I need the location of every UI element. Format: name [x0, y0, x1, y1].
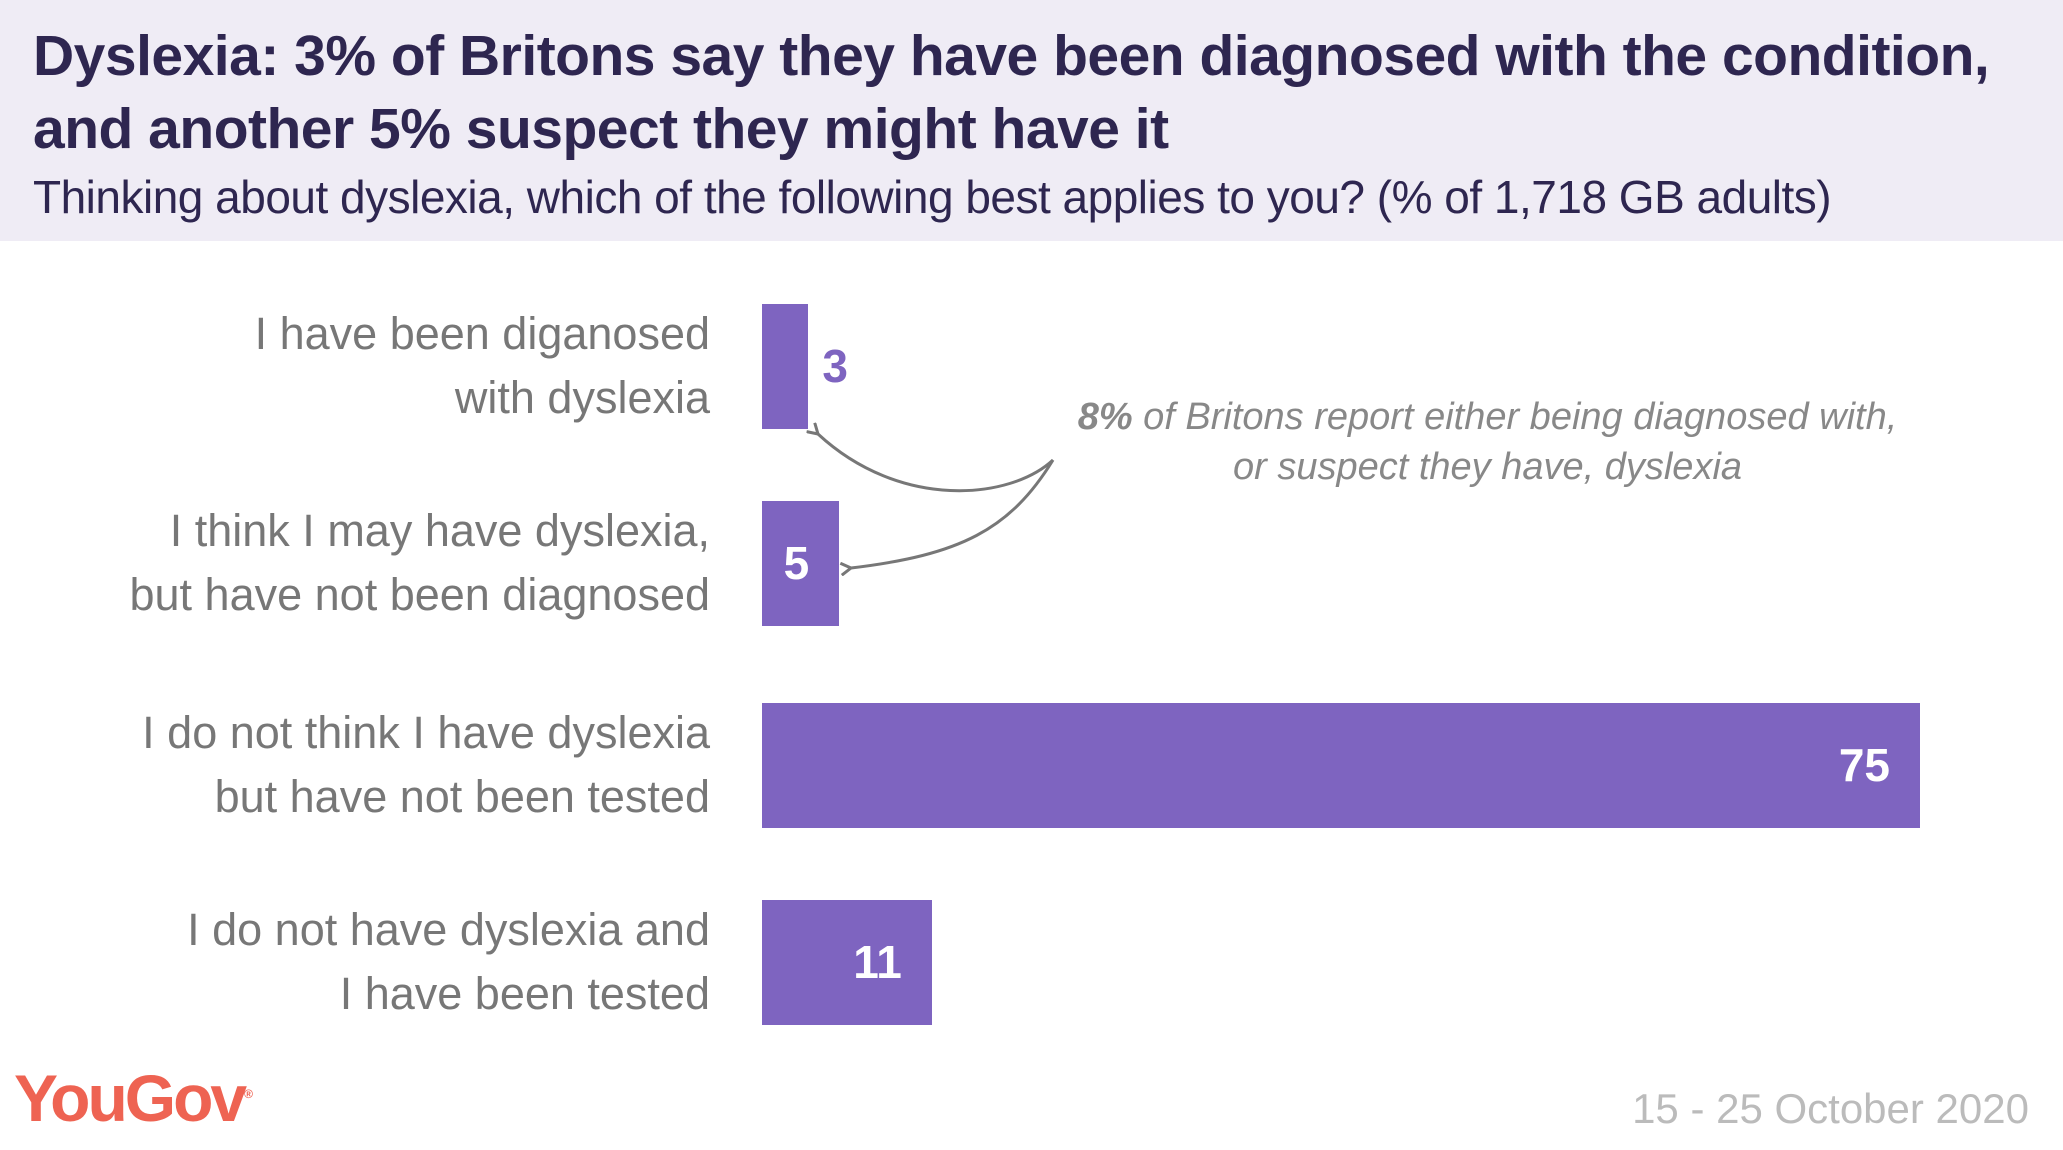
annotation-line2: or suspect they have, dyslexia	[1232, 446, 1743, 488]
category-label-line: but have not been diagnosed	[129, 569, 711, 620]
category-label-line: I do not have dyslexia and	[187, 904, 710, 955]
fieldwork-date: 15 - 25 October 2020	[1632, 1085, 2029, 1132]
arrow-to-diagnosed	[818, 434, 1055, 493]
chart-title: Dyslexia: 3% of Britons say they have be…	[33, 24, 1990, 161]
category-label: I think I may have dyslexia, but have not…	[10, 499, 711, 627]
logo-text: YouGov	[14, 1061, 247, 1135]
header: Dyslexia: 3% of Britons say they have be…	[0, 0, 2063, 241]
chart-subtitle: Thinking about dyslexia, which of the fo…	[33, 171, 1832, 223]
annotation-line1: of Britons report either being diagnosed…	[1132, 396, 1898, 438]
value-label: 3	[822, 340, 848, 392]
category-label: I do not have dyslexia and I have been te…	[10, 898, 710, 1026]
category-label-line: but have not been tested	[214, 771, 710, 822]
value-label: 11	[853, 936, 902, 988]
bar	[762, 900, 932, 1025]
arrow-to-suspect	[851, 459, 1055, 568]
category-label-line: with dyslexia	[454, 372, 710, 423]
category-label-line: I have been diganosed	[254, 308, 710, 359]
category-label: I do not think I have dyslexia but have n…	[10, 701, 710, 829]
yougov-logo: YouGov®	[14, 1061, 253, 1135]
category-label-line: I do not think I have dyslexia	[142, 707, 710, 758]
category-label: I have been diganosed with dyslexia	[10, 302, 710, 430]
category-label-line: I think I may have dyslexia,	[169, 505, 710, 556]
category-label-line: I have been tested	[339, 968, 710, 1019]
annotation-bold: 8%	[1077, 396, 1133, 438]
bar	[762, 501, 840, 626]
value-label: 5	[783, 537, 810, 589]
bar	[762, 703, 1920, 828]
annotation: 8% of Britons report either being diagno…	[1030, 392, 1945, 492]
value-label: 75	[1838, 739, 1890, 791]
bar	[762, 304, 809, 429]
